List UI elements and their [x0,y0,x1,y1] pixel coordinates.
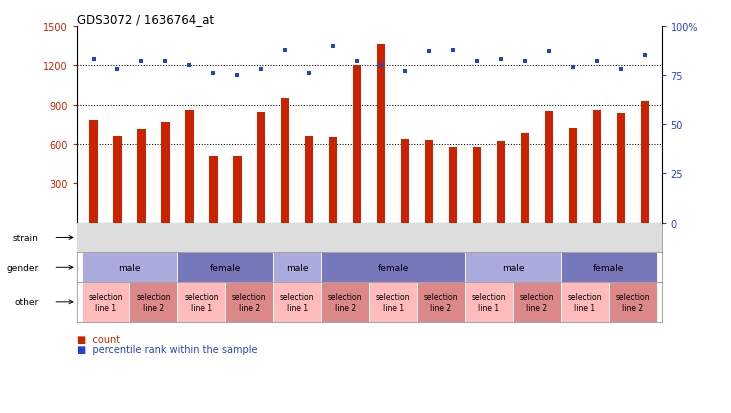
Bar [89,121,98,223]
Point [375,63,387,69]
Text: female: female [377,263,409,272]
Text: ■  count: ■ count [77,334,120,344]
Bar [305,137,314,223]
Point [303,71,315,77]
Text: male: male [286,263,308,272]
Point [208,71,219,77]
Text: selection
line 2: selection line 2 [328,292,363,312]
Text: other: other [15,298,39,306]
Bar [209,157,218,223]
Bar [377,45,385,223]
Text: female: female [593,263,624,272]
Point [183,63,195,69]
Point [447,47,459,54]
Bar [473,148,481,223]
Bar [281,99,289,223]
Point [232,73,243,79]
Point [423,49,435,56]
Text: selection
line 1: selection line 1 [471,292,507,312]
Point [639,53,651,59]
Text: female: female [210,263,241,272]
Text: selection
line 1: selection line 1 [184,292,219,312]
Text: control: control [161,233,194,243]
Bar [640,102,649,223]
Text: GDS3072 / 1636764_at: GDS3072 / 1636764_at [77,13,214,26]
Point [352,59,363,65]
Point [136,59,148,65]
Bar [137,130,145,223]
Text: gender: gender [7,263,39,272]
Bar [561,282,609,322]
Bar [321,253,465,282]
Point [88,57,99,64]
Text: selection
line 2: selection line 2 [136,292,171,312]
Text: selection
line 1: selection line 1 [567,292,602,312]
Point [495,57,507,64]
Bar [497,142,505,223]
Bar [545,112,553,223]
Point [543,49,555,56]
Bar [449,147,457,223]
Point [327,43,339,50]
Bar [82,223,273,253]
Bar [257,113,265,223]
Bar [593,111,601,223]
Text: selection
line 2: selection line 2 [232,292,267,312]
Bar [425,140,433,223]
Bar [401,139,409,223]
Bar [609,282,656,322]
Bar [321,282,369,322]
Bar [233,157,241,223]
Bar [129,282,178,322]
Bar [465,223,656,253]
Point [591,59,602,65]
Point [567,65,579,71]
Text: selection
line 2: selection line 2 [424,292,458,312]
Bar [225,282,273,322]
Bar [465,282,513,322]
Text: alcohol sensitive: alcohol sensitive [520,233,602,243]
Bar [561,253,656,282]
Bar [82,253,178,282]
Bar [185,111,194,223]
Point [279,47,291,54]
Text: male: male [501,263,524,272]
Bar [417,282,465,322]
Text: selection
line 1: selection line 1 [280,292,314,312]
Bar [82,282,129,322]
Bar [353,66,361,223]
Bar [465,253,561,282]
Bar [162,122,170,223]
Bar [569,129,577,223]
Bar [273,223,465,253]
Text: male: male [118,263,141,272]
Point [399,69,411,75]
Point [471,59,483,65]
Bar [513,282,561,322]
Bar [273,253,321,282]
Point [615,66,626,73]
Point [112,66,124,73]
Bar [113,137,121,223]
Bar [178,253,273,282]
Bar [273,282,321,322]
Bar [329,138,338,223]
Text: selection
line 1: selection line 1 [88,292,123,312]
Bar [617,114,625,223]
Bar [369,282,417,322]
Point [519,59,531,65]
Text: selection
line 1: selection line 1 [376,292,410,312]
Point [159,59,171,65]
Bar [178,282,225,322]
Text: selection
line 2: selection line 2 [520,292,554,312]
Text: selection
line 2: selection line 2 [616,292,650,312]
Text: strain: strain [13,233,39,242]
Bar [520,134,529,223]
Text: ■  percentile rank within the sample: ■ percentile rank within the sample [77,344,257,354]
Point [255,66,267,73]
Text: alcohol resistant: alcohol resistant [329,233,409,243]
